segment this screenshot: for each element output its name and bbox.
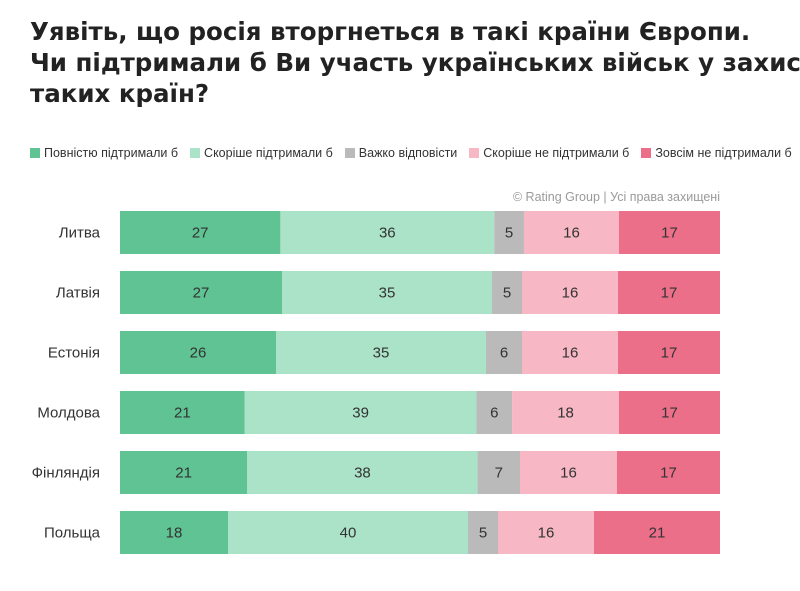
value-label: 36 [379,225,396,242]
value-label: 17 [661,225,678,242]
bar-segment [619,391,720,434]
category-label: Фінляндія [32,465,100,482]
legend-swatch-2 [190,148,201,158]
bar-segment [477,451,520,494]
value-label: 21 [649,525,666,542]
bar-segment [486,331,522,374]
bar-segment [512,391,620,434]
value-label: 16 [563,225,580,242]
legend-item-4: Скоріше не підтримали б [469,146,629,160]
legend-label-5: Зовсім не підтримали б [655,146,792,160]
value-label: 21 [175,465,192,482]
bar-segment [120,511,228,554]
legend-item-3: Важко відповісти [344,146,458,160]
category-label: Литва [59,225,101,242]
value-label: 35 [373,345,390,362]
value-label: 16 [562,285,579,302]
bar-segment [522,331,618,374]
legend-swatch-1 [30,148,40,158]
bar-segment [120,211,281,254]
bar-segment [120,451,248,494]
source-credit: © Rating Group | Усі права захищені [512,190,720,204]
value-label: 5 [479,525,487,542]
value-label: 7 [495,465,503,482]
value-label: 17 [661,405,678,422]
value-label: 18 [166,525,183,542]
bar-segment [498,511,594,554]
value-label: 6 [490,405,498,422]
legend-item-1: Повністю підтримали б [30,146,178,160]
chart-title-line-2: Чи підтримали б Ви участь українських ві… [30,48,800,77]
bar-segment [476,391,513,434]
value-label: 26 [190,345,207,362]
bar-segment [520,451,617,494]
legend-label-4: Скоріше не підтримали б [483,146,630,160]
bar-segment [276,331,486,374]
value-label: 17 [660,465,677,482]
legend-label-3: Важко відповісти [358,146,458,160]
legend-swatch-4 [469,148,480,158]
value-label: 40 [340,525,357,542]
chart-legend: Повністю підтримали б Скоріше підтримали … [30,146,800,162]
value-label: 38 [354,465,371,482]
value-label: 17 [661,285,678,302]
bar-segment [120,331,276,374]
value-label: 16 [538,525,555,542]
category-label: Латвія [56,285,100,302]
legend-item-5: Зовсім не підтримали б [641,146,792,160]
value-label: 16 [562,345,579,362]
bar-segment [468,511,498,554]
bar-segment [594,511,720,554]
value-label: 5 [503,285,511,302]
legend-label-2: Скоріше підтримали б [204,146,333,160]
bar-segment [523,211,620,254]
chart-title-line-3: таких країн? [30,79,210,108]
value-label: 27 [192,225,209,242]
category-label: Молдова [37,405,100,422]
bar-segment [282,271,492,314]
value-label: 18 [557,405,574,422]
bar-segment [618,271,720,314]
bar-segment [494,211,524,254]
bar-segment [120,391,245,434]
legend-item-2: Скоріше підтримали б [190,146,333,160]
value-label: 17 [661,345,678,362]
value-label: 21 [174,405,191,422]
bar-segment [120,271,282,314]
bar-segment [616,451,720,494]
legend-swatch-5 [641,148,652,158]
bar-segment [244,391,477,434]
bar-segment [247,451,478,494]
value-label: 27 [193,285,210,302]
value-label: 39 [352,405,369,422]
bar-segment [619,211,720,254]
category-label: Польща [44,525,101,542]
legend-swatch-3 [344,148,355,158]
bar-segment [618,331,720,374]
value-label: 6 [500,345,508,362]
legend-label-1: Повністю підтримали б [44,146,179,160]
chart-title-line-1: Уявіть, що росія вторгнеться в такі краї… [30,17,751,46]
value-label: 5 [505,225,513,242]
value-label: 16 [560,465,577,482]
category-label: Естонія [48,345,100,362]
bar-segment [492,271,522,314]
value-label: 35 [379,285,396,302]
chart-title: Уявіть, що росія вторгнеться в такі краї… [30,16,800,109]
bar-segment [228,511,468,554]
bar-segment [280,211,495,254]
bar-segment [522,271,618,314]
